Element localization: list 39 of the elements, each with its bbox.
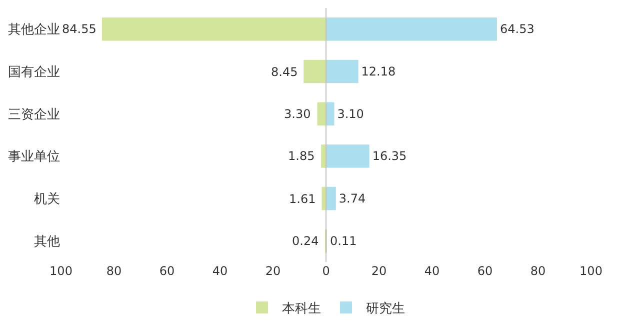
x-tick-label: 40 [212,264,228,278]
legend-label: 本科生 [282,302,321,316]
x-tick-label: 20 [265,264,281,278]
x-tick-label: 100 [580,264,602,278]
y-tick-label: 三资企业 [8,107,60,122]
y-tick-label: 机关 [34,192,60,208]
x-tick-label: 20 [371,264,387,278]
bar [326,60,358,84]
data-label: 84.55 [62,22,96,36]
x-tick-label: 0 [322,264,330,278]
data-label: 8.45 [271,65,298,79]
data-label: 1.61 [289,192,316,206]
legend-label: 研究生 [366,302,405,316]
x-tick-label: 60 [159,264,175,278]
data-label: 12.18 [361,64,396,78]
bar [304,60,326,84]
data-label: 0.11 [330,234,357,248]
data-label: 3.30 [284,107,311,121]
x-tick-label: 100 [50,264,72,278]
data-label: 3.74 [338,192,366,206]
y-tick-label: 其他企业 [8,22,60,38]
data-label: 1.85 [288,149,315,163]
x-tick-label: 80 [106,264,122,278]
data-label: 0.24 [292,234,319,248]
y-tick-label: 其他 [34,234,60,250]
bar [326,186,336,210]
data-label: 64.53 [500,22,534,36]
data-label: 16.35 [372,149,407,164]
bar [326,102,334,126]
y-tick-label: 事业单位 [8,150,60,165]
x-tick-label: 60 [477,264,493,278]
bar [317,102,326,126]
y-tick-label: 国有企业 [8,65,60,80]
bar [102,18,326,41]
x-tick-label: 40 [424,264,440,278]
bar [326,18,497,41]
bar [326,144,370,168]
x-tick-label: 80 [530,264,546,278]
data-label: 3.10 [337,106,364,121]
